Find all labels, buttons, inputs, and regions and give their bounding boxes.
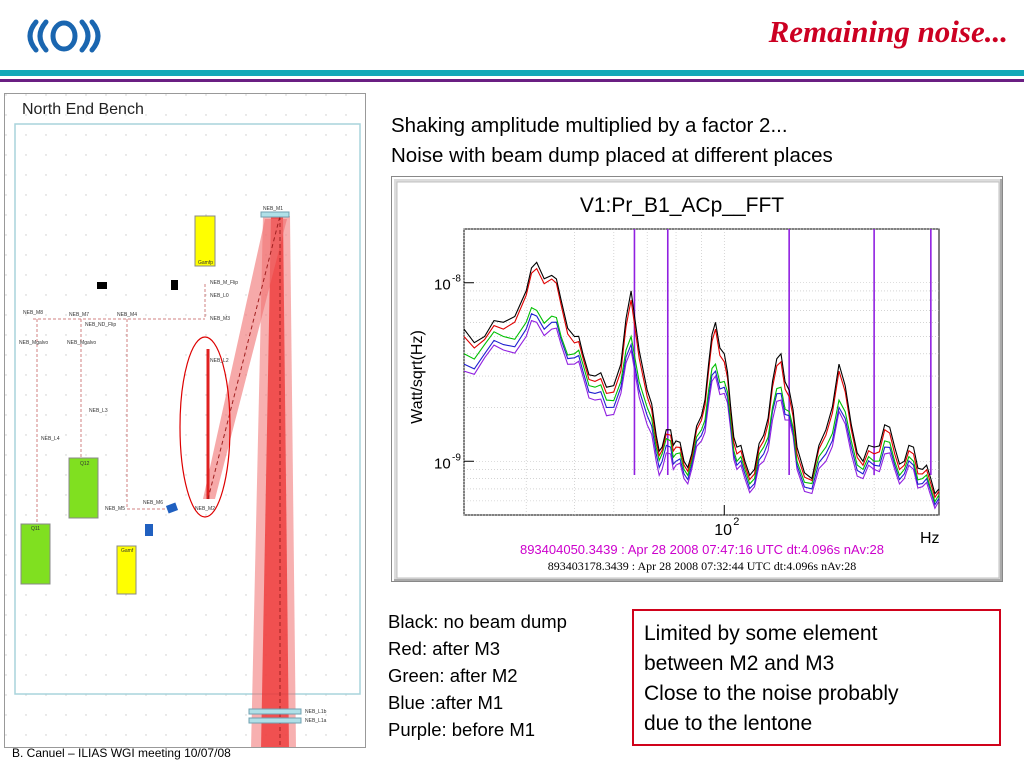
- bench-label: NEB_M3: [210, 316, 230, 322]
- legend-purple: Purple: before M1: [388, 719, 536, 740]
- slide-title: Remaining noise...: [768, 14, 1008, 49]
- note-line: Close to the noise probably: [644, 682, 899, 705]
- bench-label: NEB_L2: [210, 358, 229, 364]
- chart-footer-line-1: 893404050.3439 : Apr 28 2008 07:47:16 UT…: [520, 542, 884, 557]
- legend-blue: Blue :after M1: [388, 692, 504, 713]
- bench-label: NEB_M2: [195, 506, 215, 512]
- x-tick-exponent: 2: [733, 516, 739, 528]
- slide-footer: B. Canuel – ILIAS WGI meeting 10/07/08: [12, 746, 231, 760]
- y-tick-label: 10: [434, 455, 451, 472]
- bench-label: NEB_M_Flip: [210, 280, 238, 286]
- bench-label: NEB_Mgalvo: [67, 340, 96, 346]
- bench-label: NEB_M1: [263, 206, 283, 212]
- y-axis-label: Watt/sqrt(Hz): [409, 330, 426, 424]
- north-end-bench-diagram: NEB_M1 NEB_M_Flip NEB_L0 NEB_M3 NEB_M8 N…: [4, 93, 366, 748]
- series-line: [463, 267, 940, 499]
- y-tick-label: 10: [434, 277, 451, 294]
- note-line: between M2 and M3: [644, 652, 835, 675]
- legend-black: Black: no beam dump: [388, 611, 567, 632]
- bench-label: NEB_L1b: [305, 709, 327, 715]
- caption-line-1: Shaking amplitude multiplied by a factor…: [391, 114, 788, 137]
- header-divider: [0, 70, 1024, 76]
- series-line: [463, 313, 940, 507]
- fft-plot: V1:Pr_B1_ACp__FFT 10 -8 10 -9 10 2 Watt/sqrt(…: [391, 176, 1003, 582]
- y-tick-exponent: -9: [452, 452, 461, 463]
- y-tick-exponent: -8: [452, 274, 461, 285]
- note-line: Limited by some element: [644, 622, 878, 645]
- bench-label: Gamf: [121, 548, 134, 554]
- bench-label: NEB_L3: [89, 408, 108, 414]
- bench-label: NEB_L0: [210, 293, 229, 299]
- x-tick-label: 10: [714, 522, 732, 539]
- legend-green: Green: after M2: [388, 665, 518, 686]
- bench-title: North End Bench: [22, 101, 144, 118]
- header-divider-thin: [0, 79, 1024, 82]
- bench-label: NEB_M8: [23, 310, 43, 316]
- bench-label: NEB_L4: [41, 436, 60, 442]
- conclusion-box: Limited by some element between M2 and M…: [632, 609, 1001, 746]
- chart-title: V1:Pr_B1_ACp__FFT: [580, 194, 784, 217]
- bench-label: NEB_M6: [143, 500, 163, 506]
- series-line: [463, 319, 940, 510]
- series-line: [463, 261, 940, 495]
- caption-line-2: Noise with beam dump placed at different…: [391, 144, 833, 167]
- bench-label: NEB_L1a: [305, 718, 327, 724]
- note-line: due to the lentone: [644, 712, 813, 735]
- x-axis-label: Hz: [920, 530, 940, 547]
- bench-label: Q11: [31, 526, 40, 532]
- bench-label: NEB_ND_Flip: [85, 322, 116, 328]
- bench-label: Q12: [80, 461, 90, 467]
- virgo-logo-icon: [27, 19, 101, 53]
- bench-label: NEB_M4: [117, 312, 137, 318]
- bench-label: NEB_M5: [105, 506, 125, 512]
- chart-footer-line-2: 893403178.3439 : Apr 28 2008 07:32:44 UT…: [548, 559, 856, 573]
- legend-red: Red: after M3: [388, 638, 501, 659]
- bench-label: NEB_Mgalvo: [19, 340, 48, 346]
- series-line: [463, 306, 940, 504]
- bench-label: Gamfp: [198, 260, 213, 266]
- bench-label: NEB_M7: [69, 312, 89, 318]
